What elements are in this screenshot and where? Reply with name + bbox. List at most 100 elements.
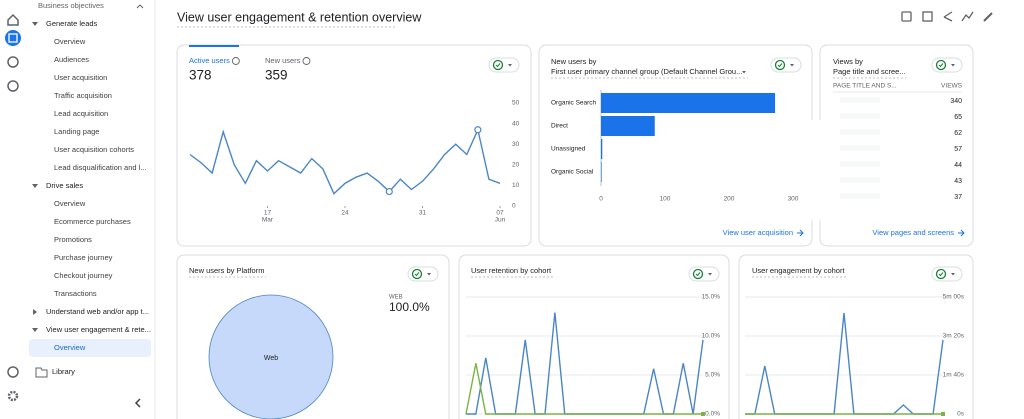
y-tick-label: 0 [512,203,516,210]
insights-icon[interactable] [7,366,19,378]
column-header: PAGE TITLE AND S... [833,83,897,90]
table-value: 65 [954,114,962,121]
nav-item[interactable]: Purchase journey [54,253,113,262]
help-icon [231,57,240,65]
nav-item[interactable]: Overview [54,343,86,352]
caret [427,273,431,276]
link-arrow [797,229,804,237]
compare-chip[interactable] [688,266,720,282]
icon-rail [0,0,27,419]
toolbar [901,11,993,22]
y-tick-label: 10 [512,182,520,189]
y-tick-label: 3m 20s [943,333,965,340]
y-tick-label: 40 [512,120,520,127]
y-tick-label: 5m 00s [943,294,965,301]
nav-library[interactable]: Library [52,367,75,376]
share-icon[interactable] [943,11,953,22]
point-marker [474,126,482,134]
nav-item[interactable]: Lead acquisition [54,109,108,118]
home-icon[interactable] [7,13,19,26]
explore-icon[interactable] [7,56,19,68]
card-title: New users by Platform [189,266,264,275]
y-tick-label: 0s [957,411,965,418]
pie-slice [208,294,334,419]
nav-item[interactable]: Checkout journey [54,271,113,280]
compare-chip[interactable] [931,266,963,282]
y-tick-label: 1m 40s [943,372,965,379]
edit-icon[interactable] [983,12,993,22]
engagement-card [738,254,974,419]
compare-chip[interactable] [407,266,439,282]
x-tick-label: 100 [660,196,671,203]
x-tick-label: 17 [264,210,272,217]
collapse-button[interactable] [134,398,141,408]
tab-value: 378 [189,68,212,83]
table-value: 62 [954,130,962,137]
nav-item[interactable]: User acquisition cohorts [54,145,134,154]
nav-toggle[interactable] [32,22,38,26]
reports-glyph [8,33,18,43]
y-tick-label: 50 [512,100,520,107]
check-icon [935,268,947,280]
point-marker [385,187,393,196]
y-tick-label: 30 [512,141,520,148]
nav-section[interactable]: Understand web and/or app t... [46,307,149,316]
nav-toggle[interactable] [33,309,37,315]
caret [742,71,746,74]
nav-section[interactable]: View user engagement & rete... [46,325,151,334]
nav-selected [29,339,151,357]
check-mark [777,63,783,68]
nav-item[interactable]: Lead disqualification and l... [54,163,147,172]
line-series [465,363,703,415]
table-value: 340 [950,98,962,105]
nav-item[interactable]: Overview [54,37,86,46]
card-link[interactable]: View user acquisition [723,228,793,237]
x-tick-sublabel: Jun [495,217,506,224]
reports-icon[interactable] [5,30,21,46]
card-link[interactable]: View pages and screens [872,228,954,237]
advertising-icon[interactable] [7,80,19,92]
admin-icon[interactable] [7,390,19,402]
y-tick-label: 0.0% [705,411,720,418]
tab-label[interactable]: Active users [189,56,230,65]
nav-item[interactable]: Transactions [54,289,97,298]
compare-chip[interactable] [931,57,963,73]
bar [601,116,655,136]
x-tick-label: 0 [599,196,603,203]
card-title: User engagement by cohort [752,266,845,275]
column-header: VIEWS [941,83,963,90]
blurred-title [840,97,880,103]
nav-item[interactable]: User acquisition [54,73,107,82]
compare-chip[interactable] [488,57,520,73]
customize-icon[interactable] [901,11,912,22]
check-icon [411,268,423,280]
nav-section[interactable]: Drive sales [46,181,83,190]
compare-icon[interactable] [922,11,933,22]
nav-item[interactable]: Promotions [54,235,92,244]
nav-item[interactable]: Overview [54,199,86,208]
table-value: 44 [954,162,962,169]
nav-item[interactable]: Traffic acquisition [54,91,112,100]
check-icon [935,59,947,71]
nav-item[interactable]: Audiences [54,55,89,64]
nav-toggle[interactable] [32,184,38,188]
check-mark [495,63,501,68]
y-tick-label: 10.0% [702,333,721,340]
check-mark [938,272,944,277]
x-tick-label: 07 [496,210,504,217]
nav-section[interactable]: Generate leads [46,19,98,28]
bar [601,139,603,159]
table-value: 43 [954,178,962,185]
link-arrow [958,229,965,237]
nav-toggle[interactable] [32,328,38,332]
check-icon [492,59,504,71]
nav-item[interactable]: Landing page [54,127,99,136]
nav-item[interactable]: Ecommerce purchases [54,217,131,226]
slice-label: Web [264,355,278,362]
check-mark [938,63,944,68]
y-tick-label: 20 [512,162,520,169]
tab-label[interactable]: New users [265,56,301,65]
insights-icon[interactable] [961,11,974,22]
compare-chip[interactable] [770,57,802,73]
x-tick-sublabel: Mar [262,217,274,224]
